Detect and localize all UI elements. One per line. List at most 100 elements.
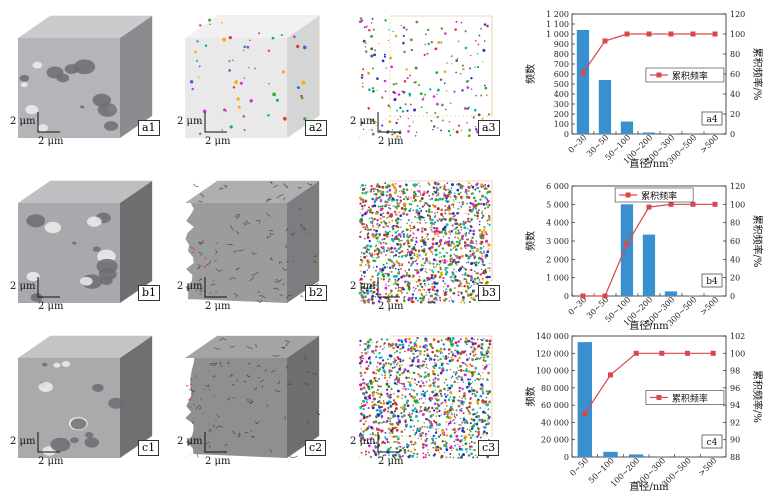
scale-bar — [204, 432, 227, 453]
y-tick-label: 500 — [554, 80, 569, 89]
cumulative-marker — [710, 350, 716, 356]
volume-panel-a3: a3 2 μm 2 μm — [348, 10, 508, 160]
x-axis-label: 直径/nm — [629, 319, 669, 332]
y-tick-label: 80 000 — [541, 384, 569, 393]
y2-tick-label: 100 — [730, 30, 745, 39]
cumulative-marker — [668, 201, 674, 207]
y2-tick-label: 60 — [730, 237, 740, 246]
svg-text:c4: c4 — [707, 438, 718, 448]
y2-tick-label: 40 — [730, 90, 740, 99]
bar-50~100 — [603, 451, 618, 457]
volume-render-c1 — [17, 335, 153, 459]
y2-tick-label: 98 — [730, 367, 740, 376]
cumulative-marker — [624, 31, 630, 37]
scale-bar-label-horizontal: 2 μm — [205, 301, 231, 312]
panel-label: a1 — [138, 120, 160, 136]
bar-0~30 — [576, 30, 590, 134]
cumulative-marker — [690, 201, 696, 207]
y-tick-label: 800 — [554, 50, 569, 59]
bar-100~200 — [642, 234, 656, 296]
scale-bar-label-vertical: 2 μm — [10, 436, 36, 447]
y2-tick-label: 94 — [730, 401, 740, 410]
cumulative-marker — [668, 31, 674, 37]
scale-bar-label-vertical: 2 μm — [10, 116, 36, 127]
scale-bar — [37, 277, 60, 298]
y2-tick-label: 102 — [730, 332, 745, 341]
panel-label: a4 — [701, 111, 723, 126]
y-tick-label: 20 000 — [541, 436, 569, 445]
y-tick-label: 700 — [554, 60, 569, 69]
cumulative-marker — [712, 31, 718, 37]
scale-bar — [204, 112, 227, 133]
volume-render-b2 — [184, 180, 320, 304]
scale-bar — [204, 277, 227, 298]
y2-tick-label: 0 — [730, 292, 735, 301]
volume-render-c3 — [357, 335, 493, 459]
y2-tick-label: 92 — [730, 418, 740, 427]
panel-label: b4 — [701, 273, 723, 288]
volume-render-a1 — [17, 15, 153, 139]
y2-tick-label: 20 — [730, 274, 740, 283]
cumulative-marker — [580, 293, 586, 299]
cumulative-marker — [712, 201, 718, 207]
y2-axis-label: 累积频率/% — [751, 215, 764, 268]
legend: 累积频率 — [614, 187, 694, 203]
bar-200~300 — [664, 133, 678, 134]
panel-label: c3 — [478, 440, 500, 456]
y2-tick-label: 80 — [730, 50, 740, 59]
volume-render-c2 — [184, 335, 321, 459]
panel-label: a2 — [305, 120, 327, 136]
volume-render-a3 — [357, 15, 493, 139]
chart-c4: 0 20 000 40 000 60 000 80 000 100 000 120 000 1… — [524, 332, 764, 493]
y-tick-label: 100 — [554, 120, 569, 129]
cumulative-line — [584, 352, 714, 415]
volume-render-b1 — [17, 180, 153, 304]
cumulative-marker — [580, 70, 586, 76]
y-tick-label: 0 — [564, 130, 569, 139]
panel-label: b3 — [478, 285, 501, 301]
y2-tick-label: 120 — [730, 182, 745, 191]
bar-100~200 — [642, 132, 656, 134]
y-tick-label: 1 000 — [546, 30, 569, 39]
x-axis-label: 直径/nm — [629, 157, 669, 170]
y-tick-label: 3 000 — [546, 237, 569, 246]
y-tick-label: 1 100 — [546, 20, 569, 29]
y-tick-label: 1 200 — [546, 10, 569, 19]
cumulative-marker — [602, 38, 608, 44]
scale-bar-label-horizontal: 2 μm — [378, 456, 404, 467]
legend-label: 累积频率 — [672, 70, 708, 82]
scale-bar-label-horizontal: 2 μm — [378, 301, 404, 312]
bar-50~100 — [620, 121, 634, 134]
scale-bar — [37, 432, 60, 453]
y-tick-label: 1 000 — [546, 274, 569, 283]
y2-tick-label: 0 — [730, 130, 735, 139]
chart-b4: 0 1 000 2 000 3 000 4 000 5 000 6 000 0 20 40 60 80… — [524, 182, 764, 332]
y2-tick-label: 60 — [730, 70, 740, 79]
scale-bar — [377, 432, 400, 453]
y2-tick-label: 100 — [730, 349, 745, 358]
legend: 累积频率 — [645, 67, 725, 83]
x-tick-label: >500 — [699, 133, 721, 155]
y2-axis-label: 累积频率/% — [751, 370, 764, 423]
bounding-box — [390, 335, 493, 436]
cumulative-marker — [608, 372, 613, 378]
y2-tick-label: 100 — [730, 200, 745, 209]
cumulative-marker — [690, 31, 696, 37]
volume-render-a2 — [184, 15, 320, 139]
y2-tick-label: 90 — [730, 436, 740, 445]
bounding-box — [390, 180, 493, 281]
x-tick-label: >500 — [697, 456, 719, 478]
cumulative-marker — [624, 241, 630, 247]
volume-panel-b3: b3 2 μm 2 μm — [348, 175, 508, 325]
x-tick-label: >500 — [699, 295, 721, 317]
scale-bar — [377, 277, 400, 298]
y-axis-label: 频数 — [524, 231, 537, 251]
y-tick-label: 0 — [564, 453, 569, 462]
y-axis-label: 频数 — [524, 387, 537, 407]
panel-label: c1 — [138, 440, 160, 456]
scale-bar-label-vertical: 2 μm — [350, 436, 376, 447]
cumulative-marker — [582, 411, 588, 417]
y-tick-label: 200 — [554, 110, 569, 119]
y2-tick-label: 88 — [730, 453, 740, 462]
